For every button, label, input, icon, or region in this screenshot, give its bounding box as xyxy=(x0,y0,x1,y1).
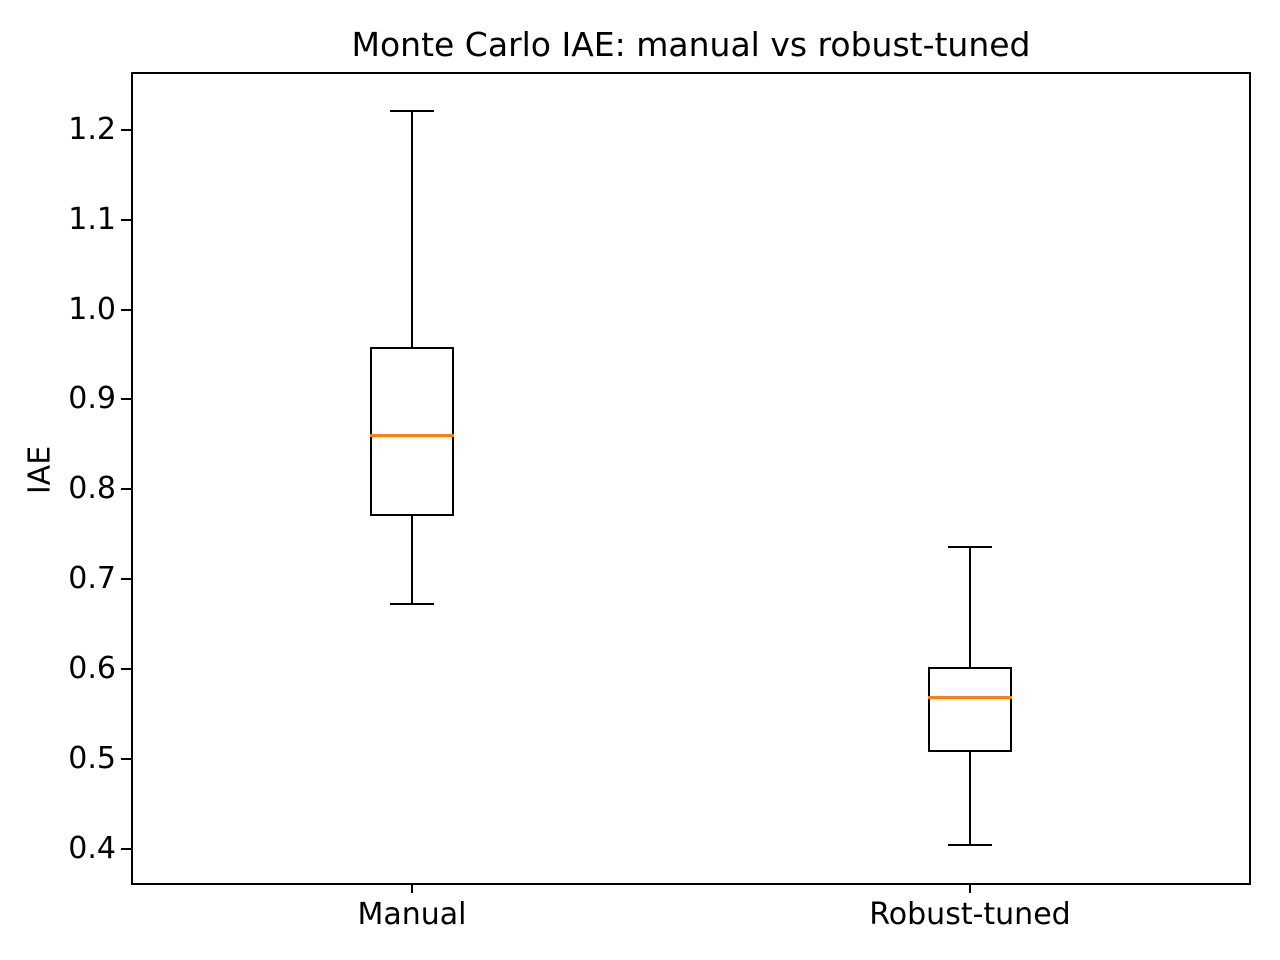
y-tick-label: 0.9 xyxy=(68,381,116,417)
x-tick-label: Robust-tuned xyxy=(869,897,1071,932)
y-tick-mark xyxy=(121,218,131,221)
y-axis-label: IAE xyxy=(22,445,58,495)
y-tick-mark xyxy=(121,128,131,131)
y-tick-label: 0.6 xyxy=(68,651,116,687)
x-tick-label: Manual xyxy=(357,897,467,932)
box-robust-tuned xyxy=(927,667,1013,752)
y-tick-mark xyxy=(121,757,131,760)
y-tick-mark xyxy=(121,847,131,850)
whisker-cap-lower-manual xyxy=(389,603,435,606)
whisker-cap-upper-robust-tuned xyxy=(947,545,993,548)
whisker-lower-robust-tuned xyxy=(969,751,971,846)
y-tick-label: 0.5 xyxy=(68,740,116,776)
plot-area: IAE 0.4 0.5 0.6 0.7 0.8 0.9 1.0 1.1 1.2 Manual Rob… xyxy=(23,72,1251,932)
y-tick-label: 1.1 xyxy=(68,201,116,237)
y-tick-mark xyxy=(121,668,131,671)
y-tick-label: 0.8 xyxy=(68,471,116,507)
y-tick-mark xyxy=(121,488,131,491)
x-tick-mark xyxy=(969,883,971,893)
box-manual xyxy=(369,347,455,517)
whisker-upper-robust-tuned xyxy=(969,546,971,668)
whisker-upper-manual xyxy=(411,110,413,348)
whisker-cap-upper-manual xyxy=(389,109,435,112)
y-tick-mark xyxy=(121,398,131,401)
y-tick-mark xyxy=(121,578,131,581)
x-tick-mark xyxy=(411,883,413,893)
y-tick-label: 0.7 xyxy=(68,561,116,597)
median-line-robust-tuned xyxy=(927,696,1013,700)
y-tick-label: 1.2 xyxy=(68,111,116,147)
median-line-manual xyxy=(369,433,455,437)
chart-title: Monte Carlo IAE: manual vs robust-tuned xyxy=(351,25,1031,64)
y-tick-label: 1.0 xyxy=(68,291,116,327)
y-tick-mark xyxy=(121,308,131,311)
whisker-cap-lower-robust-tuned xyxy=(947,844,993,847)
y-tick-label: 0.4 xyxy=(68,830,116,866)
whisker-lower-manual xyxy=(411,516,413,605)
